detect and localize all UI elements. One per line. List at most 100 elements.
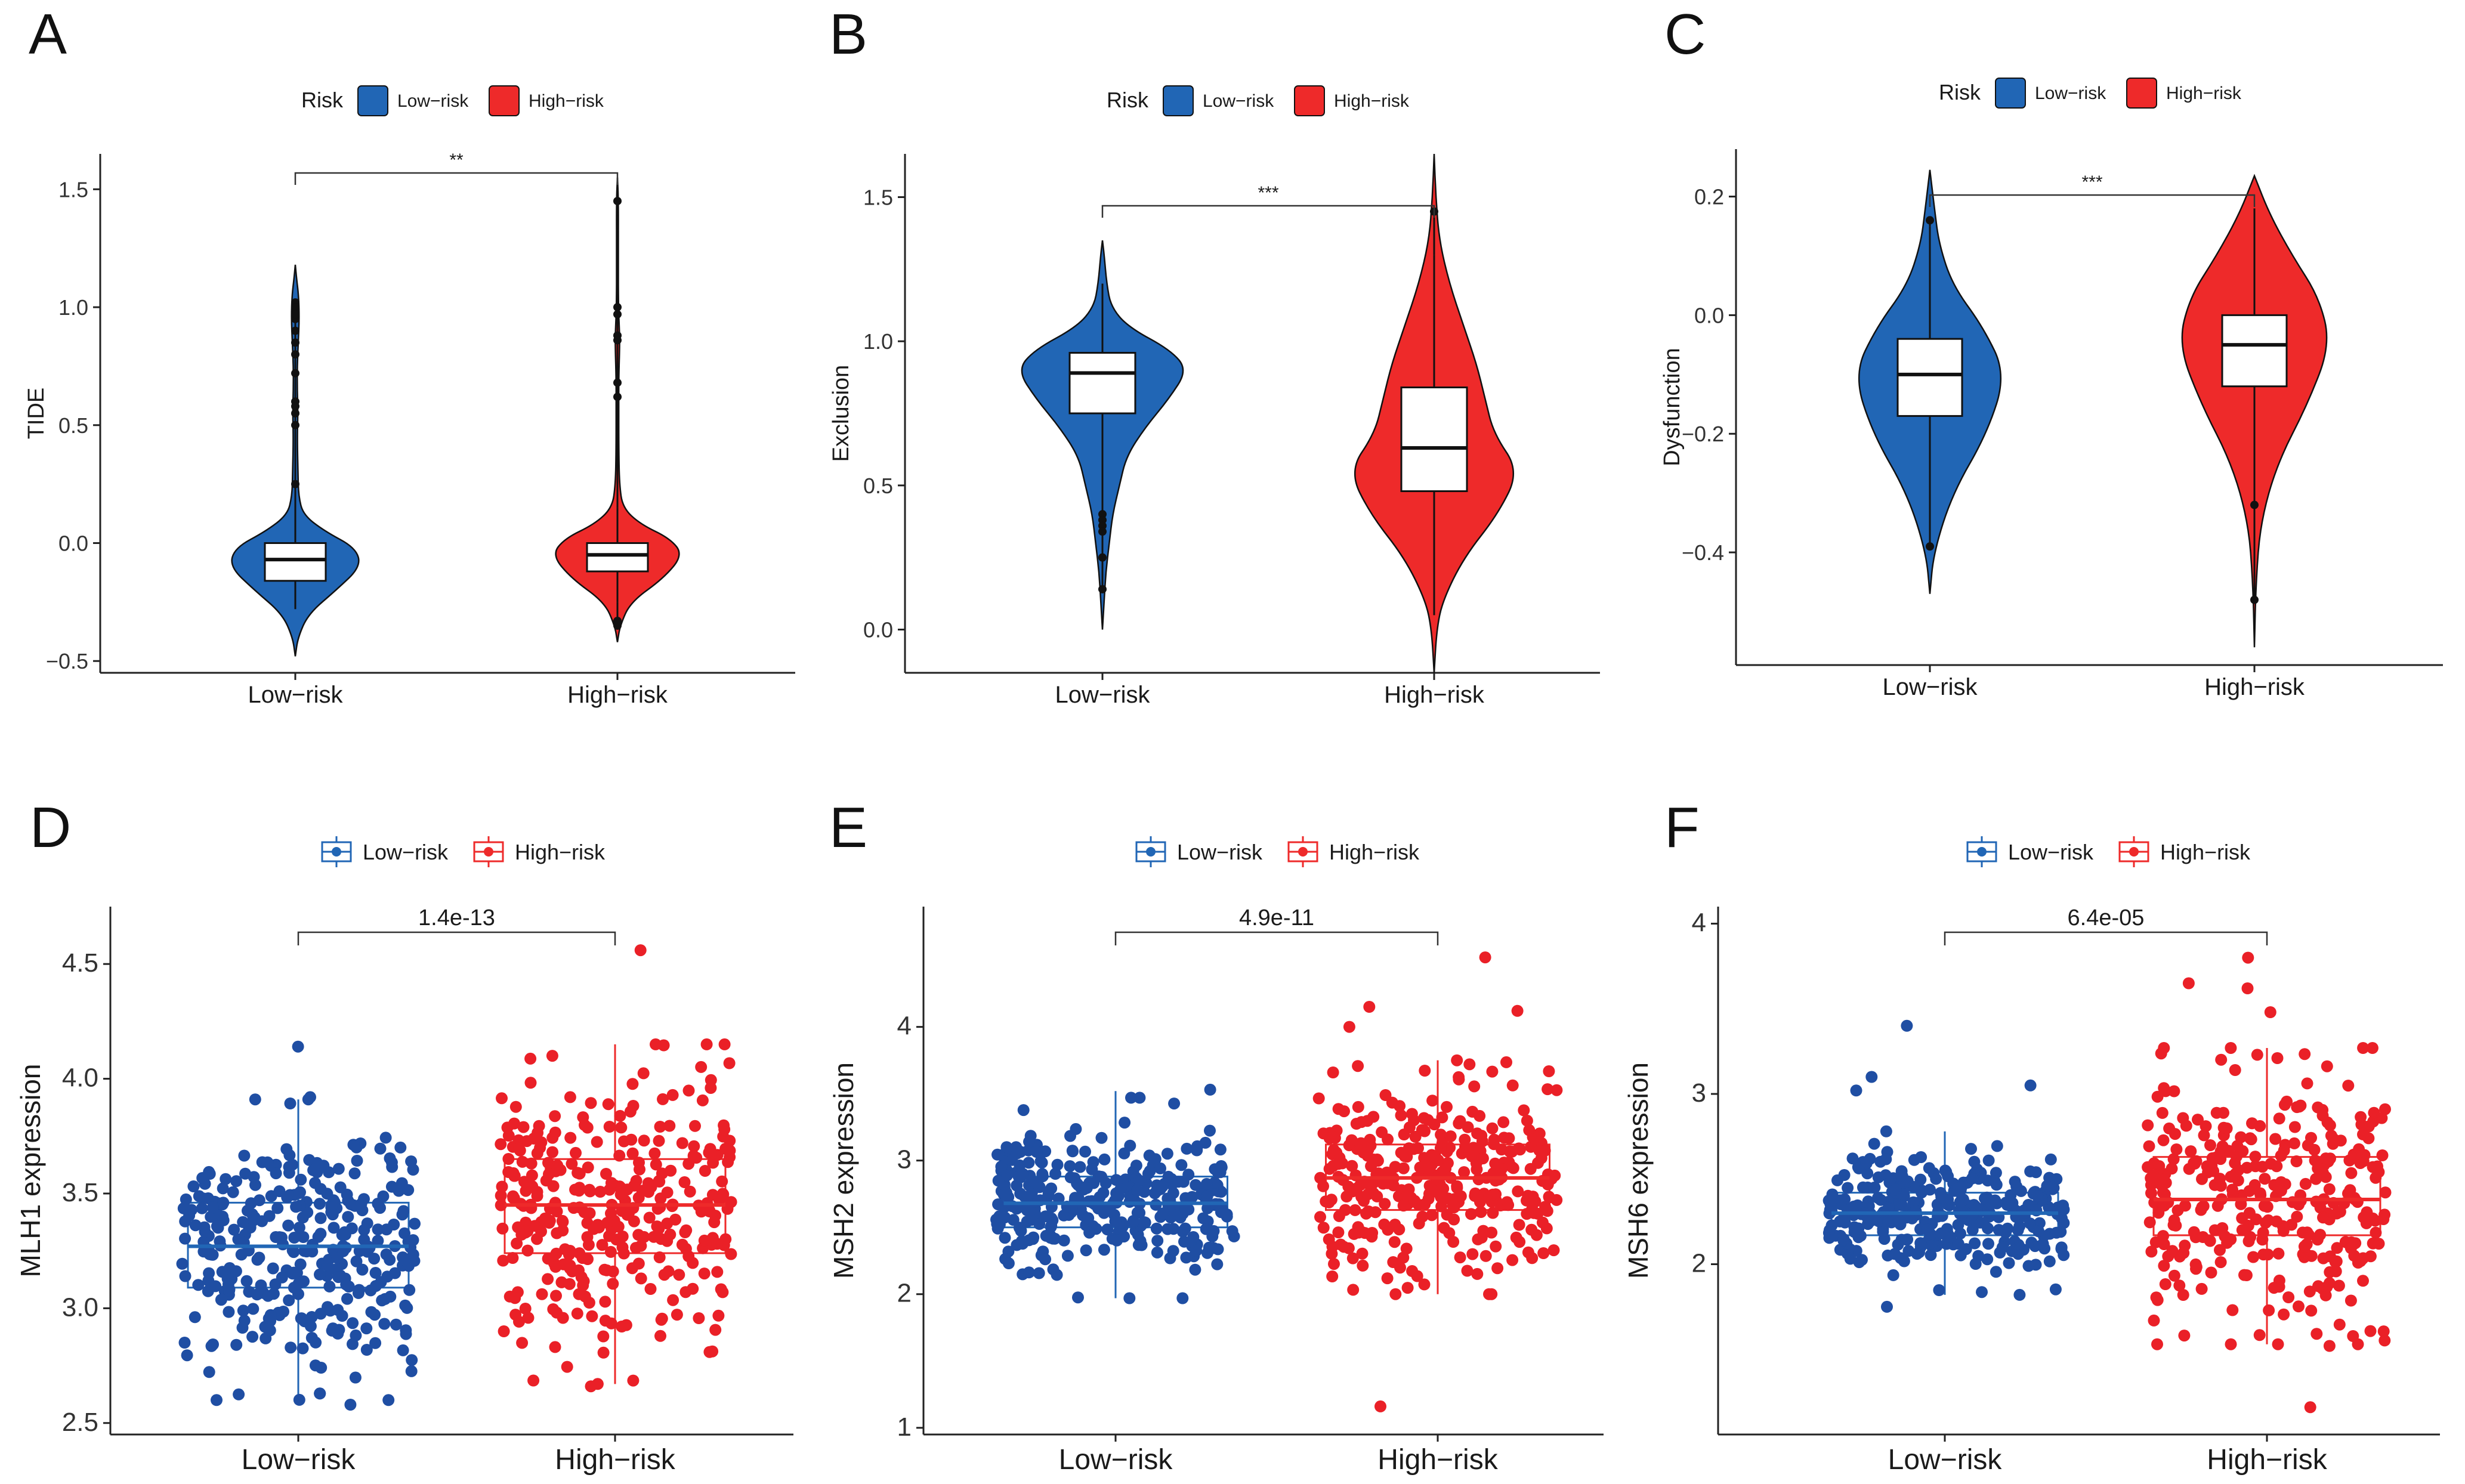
data-point	[502, 1153, 515, 1165]
data-point	[261, 1156, 274, 1168]
data-point	[601, 1217, 613, 1229]
data-point	[2345, 1167, 2358, 1179]
data-point	[2319, 1152, 2332, 1165]
data-point	[1355, 1137, 1367, 1149]
significance-label: 4.9e-11	[1239, 905, 1314, 930]
data-point	[2225, 1170, 2237, 1183]
data-point	[1461, 1265, 1474, 1277]
data-point	[1468, 1080, 1481, 1093]
data-point	[2015, 1185, 2027, 1197]
panel-C: C Risk Low−risk High−risk 0.2 0.0 −0.2 −0.4 Low−…	[1660, 2, 2443, 700]
outlier-point	[291, 338, 299, 347]
data-point	[1079, 1145, 1091, 1158]
data-point	[1317, 1180, 1329, 1192]
data-point	[271, 1202, 284, 1214]
data-point	[542, 1157, 554, 1169]
data-point	[1011, 1202, 1023, 1215]
data-point	[627, 1374, 640, 1387]
data-point	[245, 1197, 257, 1210]
data-point	[388, 1219, 400, 1231]
data-point	[1064, 1160, 1076, 1173]
data-point	[2003, 1257, 2015, 1269]
data-point	[249, 1093, 261, 1106]
data-point	[251, 1288, 263, 1301]
data-point	[2024, 1079, 2037, 1092]
data-point	[2220, 1122, 2233, 1134]
data-point	[1039, 1210, 1052, 1223]
data-point	[535, 1225, 547, 1238]
data-point	[2150, 1291, 2163, 1304]
data-point	[1969, 1237, 1981, 1250]
data-point	[293, 1222, 305, 1234]
data-point	[2058, 1217, 2070, 1229]
data-point	[664, 1228, 677, 1241]
data-point	[1475, 1206, 1487, 1218]
data-point	[2354, 1157, 2367, 1169]
significance-label: ***	[1258, 183, 1278, 203]
data-point	[1823, 1227, 1835, 1239]
data-point	[703, 1346, 716, 1358]
data-point	[596, 1239, 608, 1251]
data-point	[1419, 1125, 1431, 1137]
data-point	[1960, 1243, 1972, 1256]
legend-label: Low−risk	[2008, 840, 2094, 864]
data-point	[1882, 1216, 1895, 1228]
data-point	[1360, 1207, 1372, 1220]
data-point	[1531, 1207, 1544, 1220]
data-point	[542, 1273, 554, 1285]
data-point	[1500, 1056, 1512, 1068]
data-point	[1133, 1092, 1146, 1104]
panel-letter: D	[30, 796, 71, 860]
data-point	[2177, 1289, 2189, 1301]
data-point	[703, 1146, 715, 1159]
data-point	[1133, 1174, 1145, 1187]
data-point	[2273, 1112, 2285, 1125]
data-point	[2272, 1338, 2284, 1350]
data-point	[654, 1201, 666, 1213]
data-point	[1151, 1246, 1163, 1259]
data-point	[1406, 1108, 1418, 1120]
legend: Low−risk High−risk	[321, 836, 606, 867]
data-point	[2142, 1119, 2154, 1131]
legend-label: High−risk	[515, 840, 606, 864]
data-point	[524, 1077, 537, 1089]
data-point	[1486, 1122, 1499, 1134]
data-point	[1471, 1267, 1484, 1280]
data-point	[1436, 1111, 1448, 1124]
data-point	[206, 1201, 219, 1214]
data-point	[1340, 1191, 1353, 1202]
data-point	[270, 1167, 282, 1180]
data-point	[626, 1262, 638, 1275]
data-point	[665, 1164, 677, 1177]
data-point	[2264, 1006, 2276, 1018]
data-point	[584, 1185, 597, 1198]
data-point	[2319, 1289, 2332, 1301]
data-point	[1487, 1207, 1499, 1219]
data-point	[1887, 1269, 1899, 1281]
data-point	[2200, 1120, 2212, 1133]
data-point	[360, 1344, 373, 1356]
data-point	[1207, 1225, 1220, 1237]
data-point	[718, 1123, 731, 1136]
data-point	[259, 1321, 271, 1333]
data-point	[2158, 1238, 2170, 1250]
data-point	[508, 1170, 521, 1182]
data-point	[549, 1341, 561, 1353]
data-point	[1080, 1182, 1093, 1194]
outlier-point	[1098, 527, 1107, 536]
data-point	[347, 1317, 359, 1330]
data-point	[2032, 1225, 2045, 1238]
data-point	[1956, 1180, 1968, 1193]
data-point	[722, 1156, 734, 1168]
data-point	[1017, 1104, 1030, 1117]
panel-A: A Risk Low−risk High−risk 1.5 1.0 0.5 0.0 −0.5 Lo…	[24, 2, 795, 708]
data-point	[1083, 1195, 1095, 1208]
data-point	[332, 1163, 345, 1175]
data-point	[2324, 1119, 2336, 1131]
data-point	[1200, 1177, 1213, 1190]
data-point	[1846, 1152, 1859, 1165]
data-point	[688, 1140, 700, 1152]
data-point	[517, 1121, 530, 1133]
outlier-point	[1098, 510, 1107, 519]
legend-swatch-low	[357, 85, 388, 116]
